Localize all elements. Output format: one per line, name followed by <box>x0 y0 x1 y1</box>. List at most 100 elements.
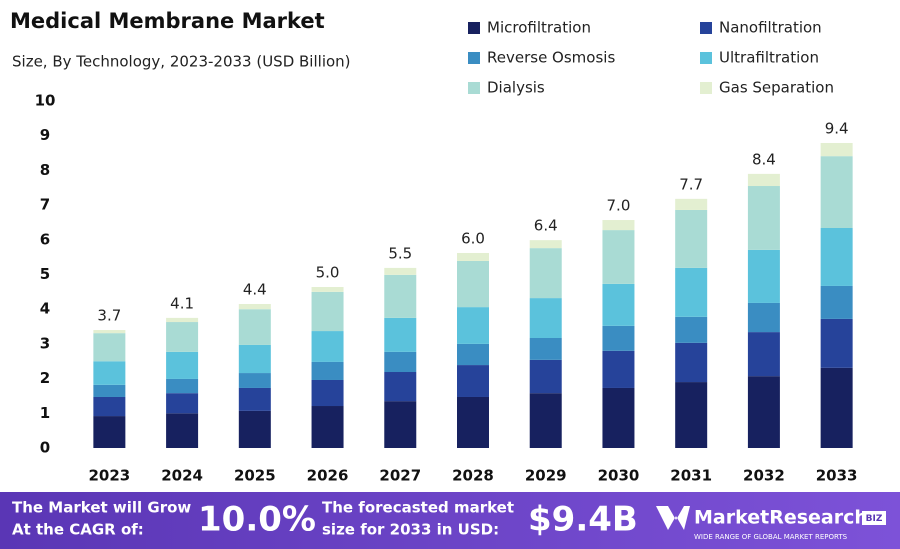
bar-segment <box>311 331 344 362</box>
legend-label: Gas Separation <box>719 79 834 97</box>
bar-segment <box>602 283 635 326</box>
bar-segment <box>457 260 489 308</box>
footer-text: size for 2033 in USD: <box>322 521 499 539</box>
bar-segment <box>747 186 780 250</box>
bar-segment <box>238 410 271 448</box>
bar-segment <box>529 359 562 394</box>
bar-segment <box>820 142 853 157</box>
bar-segment <box>602 220 635 231</box>
x-tick-label: 2032 <box>743 467 785 485</box>
legend-swatch <box>700 22 712 34</box>
legend-swatch <box>468 52 480 64</box>
bar-segment <box>93 330 126 334</box>
bar-segment <box>457 252 489 261</box>
legend-swatch <box>468 22 480 34</box>
bar-segment <box>820 318 853 368</box>
bar-segment <box>457 343 489 366</box>
x-tick-label: 2031 <box>670 467 712 485</box>
legend-label: Ultrafiltration <box>719 49 819 67</box>
bar-segment <box>747 332 780 377</box>
x-tick-label: 2029 <box>525 467 567 485</box>
y-tick-label: 5 <box>40 265 50 283</box>
bar-segment <box>747 376 780 448</box>
total-label: 4.4 <box>243 280 267 298</box>
legend-label: Reverse Osmosis <box>487 49 615 67</box>
brand-badge <box>862 511 886 525</box>
bar-segment <box>166 378 199 394</box>
bar-segment <box>93 384 126 397</box>
footer-banner <box>0 492 900 549</box>
y-tick-label: 10 <box>35 92 56 110</box>
footer-text: The Market will Grow <box>12 499 191 517</box>
bar-segment <box>602 350 635 388</box>
bar-segment <box>675 316 708 343</box>
bar-segment <box>311 379 344 407</box>
total-label: 7.7 <box>679 175 703 193</box>
bar-segment <box>747 302 780 333</box>
bar-segment <box>529 338 562 360</box>
footer-text: At the CAGR of: <box>12 521 144 539</box>
bar-segment <box>675 209 708 268</box>
bar-segment <box>602 230 635 284</box>
bar-segment <box>238 309 271 345</box>
total-label: 8.4 <box>752 150 776 168</box>
bar-segment <box>457 396 489 448</box>
bar-segment <box>820 367 853 448</box>
y-tick-label: 8 <box>40 161 50 179</box>
bar-segment <box>238 373 271 388</box>
bar-segment <box>166 322 199 352</box>
total-label: 3.7 <box>97 307 121 325</box>
bar-segment <box>602 387 635 448</box>
y-tick-label: 7 <box>40 196 50 214</box>
chart-title: Medical Membrane Market <box>10 9 325 33</box>
bar-segment <box>384 401 417 448</box>
brand-tagline: WIDE RANGE OF GLOBAL MARKET REPORTS <box>694 533 848 541</box>
bar-segment <box>384 317 417 352</box>
bar-segment <box>311 406 344 448</box>
bar-segment <box>675 382 708 448</box>
footer-cagr: 10.0% <box>198 500 316 540</box>
brand-suffix: BIZ <box>866 514 883 524</box>
bar-segment <box>747 249 780 303</box>
bar-segment <box>820 285 853 319</box>
legend-label: Nanofiltration <box>719 19 822 37</box>
bar-segment <box>166 317 199 323</box>
legend-swatch <box>700 82 712 94</box>
footer-text: The forecasted market <box>322 499 514 517</box>
bar-segment <box>238 387 271 411</box>
brand-logo <box>656 506 690 530</box>
x-tick-label: 2027 <box>379 467 421 485</box>
x-tick-label: 2025 <box>234 467 276 485</box>
total-label: 4.1 <box>170 294 194 312</box>
x-tick-label: 2033 <box>816 467 858 485</box>
bar-segment <box>93 361 126 385</box>
bar-segment <box>93 396 126 417</box>
total-label: 6.0 <box>461 229 485 247</box>
x-tick-label: 2023 <box>88 467 130 485</box>
bar-segment <box>384 274 417 318</box>
legend-label: Microfiltration <box>487 19 591 37</box>
bar-segment <box>93 333 126 362</box>
bar-segment <box>238 303 271 310</box>
total-label: 5.5 <box>388 244 412 262</box>
legend-swatch <box>468 82 480 94</box>
bar-segment <box>311 286 344 292</box>
bar-segment <box>166 393 199 414</box>
bar-segment <box>675 267 708 317</box>
bar-segment <box>238 344 271 374</box>
y-tick-label: 2 <box>40 369 50 387</box>
bar-segment <box>457 307 489 344</box>
footer-forecast: $9.4B <box>528 500 638 540</box>
legend-swatch <box>700 52 712 64</box>
brand-name: MarketResearch <box>694 507 868 529</box>
bar-segment <box>529 298 562 339</box>
y-tick-label: 3 <box>40 334 50 352</box>
bar-segment <box>747 173 780 187</box>
bar-segment <box>166 413 199 448</box>
x-tick-label: 2024 <box>161 467 203 485</box>
total-label: 5.0 <box>316 263 340 281</box>
bar-segment <box>311 291 344 332</box>
bar-segment <box>384 267 417 275</box>
x-tick-label: 2028 <box>452 467 494 485</box>
